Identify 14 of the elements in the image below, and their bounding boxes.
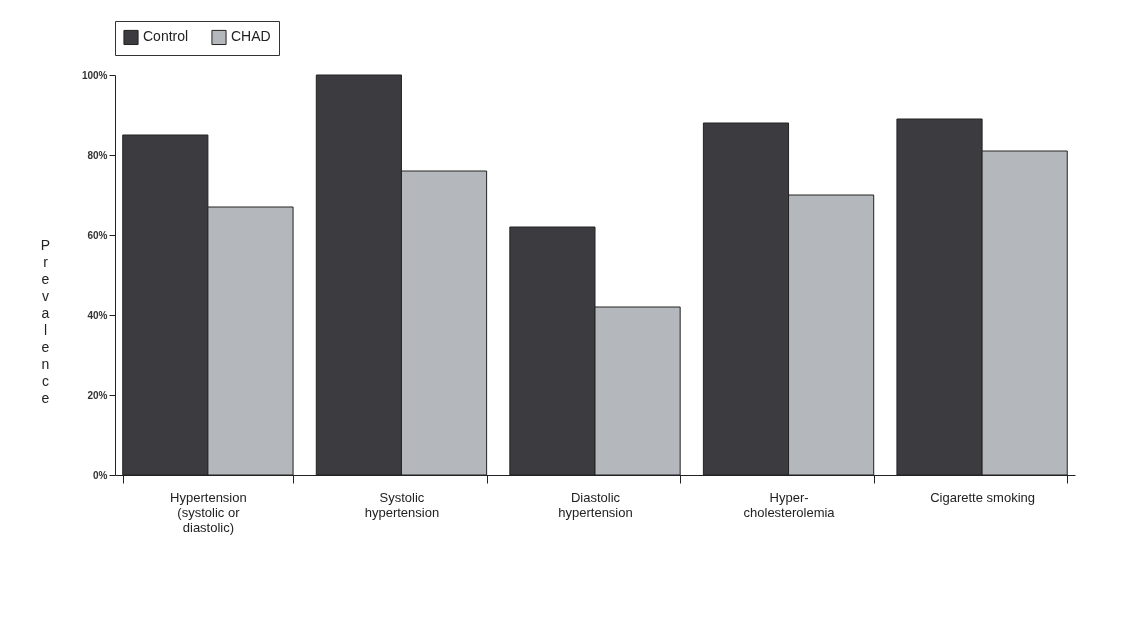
y-tick-label: 100%	[81, 69, 108, 81]
legend-label: Control	[143, 28, 189, 45]
legend-label: CHAD	[231, 28, 271, 45]
x-tick-label: Systolic hypertension	[364, 489, 440, 520]
x-tick-label: Diastolic hypertension	[558, 489, 633, 520]
x-tick-label: Hyper-cholesterolemia	[743, 489, 836, 520]
y-tick-label: 0%	[93, 469, 108, 481]
x-tick-label: Hypertension (systolic or diastolic)	[170, 489, 247, 535]
y-tick-label: 60%	[87, 229, 108, 241]
x-tick-label: Cigarette smoking	[930, 489, 1035, 505]
y-tick-label: 40%	[87, 309, 108, 321]
text: Prevalence	[40, 236, 51, 406]
y-tick-label: 80%	[87, 149, 108, 161]
y-tick-label: 20%	[87, 389, 108, 401]
